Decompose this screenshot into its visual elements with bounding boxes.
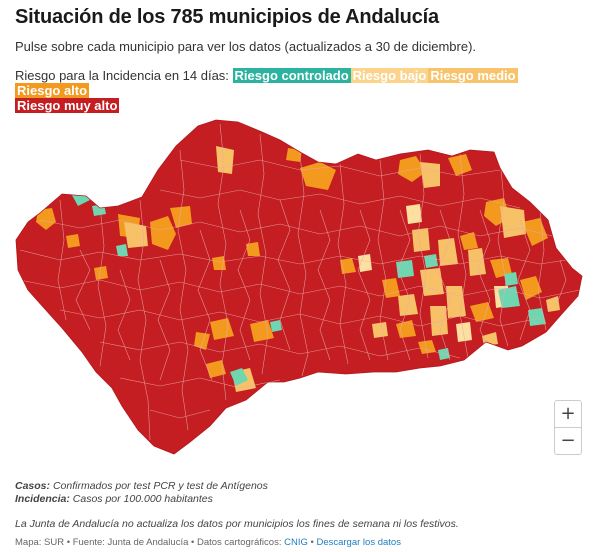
zoom-in-button[interactable]: + — [560, 403, 576, 424]
legend-prefix: Riesgo para la Incidencia en 14 días: — [15, 68, 229, 83]
zoom-control: + − — [554, 400, 582, 455]
notes: Casos: Confirmados por test PCR y test d… — [15, 480, 268, 506]
note-incidencia-label: Incidencia: — [15, 493, 70, 505]
download-data-link[interactable]: Descargar los datos — [316, 537, 401, 548]
note-casos-label: Casos: — [15, 480, 51, 492]
note-incidencia-text: Casos por 100.000 habitantes — [72, 493, 213, 505]
legend-item-alto: Riesgo alto — [15, 83, 90, 98]
source-prefix: Mapa: SUR • Fuente: Junta de Andalucía •… — [15, 537, 282, 548]
note-casos: Casos: Confirmados por test PCR y test d… — [15, 480, 268, 493]
page-subtitle: Pulse sobre cada municipio para ver los … — [15, 39, 477, 54]
legend-item-bajo: Riesgo bajo — [350, 68, 429, 83]
page-title: Situación de los 785 municipios de Andal… — [15, 6, 439, 28]
legend-item-controlado: Riesgo controlado — [232, 68, 351, 83]
andalucia-map[interactable] — [0, 110, 597, 470]
legend-item-muy-alto: Riesgo muy alto — [15, 98, 120, 113]
source-separator: • — [310, 537, 314, 548]
risk-legend: Riesgo para la Incidencia en 14 días: Ri… — [15, 68, 585, 113]
note-casos-text: Confirmados por test PCR y test de Antíg… — [52, 480, 268, 492]
note-incidencia: Incidencia: Casos por 100.000 habitantes — [15, 493, 268, 506]
region-outline — [15, 119, 583, 455]
cnig-link[interactable]: CNIG — [284, 537, 308, 548]
municipalities-layer[interactable] — [16, 120, 582, 454]
zoom-out-button[interactable]: − — [555, 427, 581, 454]
legend-item-medio: Riesgo medio — [428, 68, 518, 83]
disclaimer: La Junta de Andalucía no actualiza los d… — [15, 518, 459, 530]
source-line: Mapa: SUR • Fuente: Junta de Andalucía •… — [15, 537, 401, 548]
